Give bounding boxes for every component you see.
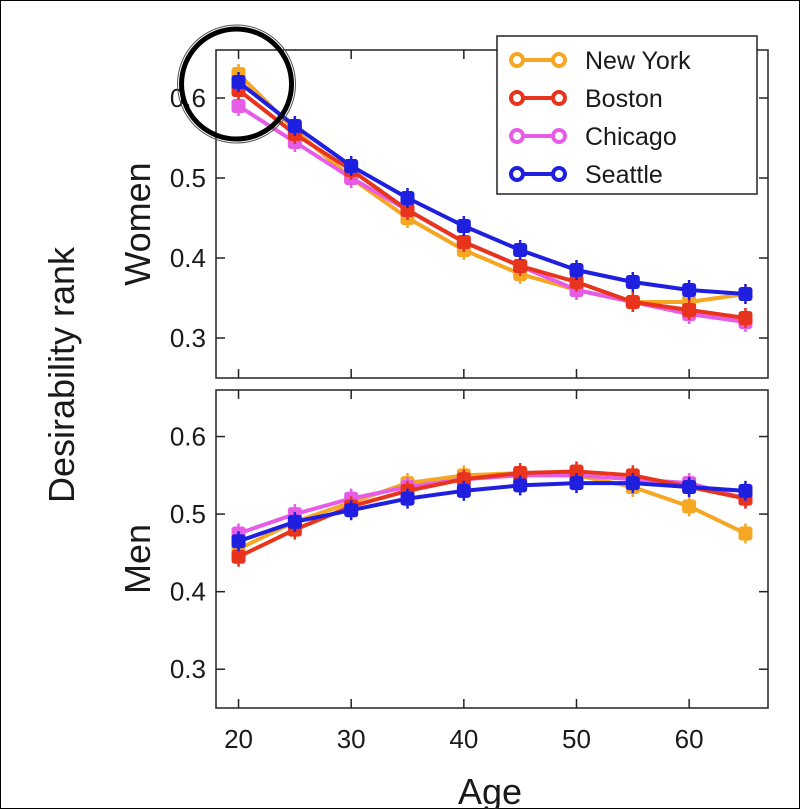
data-point (344, 503, 359, 518)
data-point (625, 476, 640, 491)
data-point (513, 465, 528, 480)
legend-label: New York (585, 47, 691, 75)
data-point (738, 287, 753, 301)
y-tick-label: 0.3 (170, 323, 206, 353)
x-tick-label: 30 (337, 724, 366, 754)
x-tick-label: 60 (675, 724, 704, 754)
x-tick-label: 20 (224, 724, 253, 754)
data-point (569, 464, 584, 479)
legend-swatch-marker (509, 90, 525, 106)
data-point (738, 483, 753, 498)
x-tick-label: 40 (449, 724, 478, 754)
data-point (569, 476, 584, 491)
data-point (456, 235, 471, 249)
panel-label-women: Women (117, 162, 158, 285)
data-point (625, 275, 640, 289)
legend-label: Seattle (585, 161, 663, 189)
data-point (738, 526, 753, 541)
y-tick-label: 0.5 (170, 499, 206, 529)
legend-label: Boston (585, 85, 663, 113)
data-point (400, 203, 415, 217)
legend-box (496, 35, 758, 195)
data-point (682, 499, 697, 514)
data-point (344, 159, 359, 173)
data-point (400, 191, 415, 205)
annotation-circle-outer (177, 24, 297, 144)
panel-frame-women (215, 49, 769, 379)
data-point (625, 295, 640, 309)
data-point (569, 275, 584, 289)
y-tick-label: 0.4 (170, 243, 206, 273)
legend-swatch-marker (551, 166, 567, 182)
data-point (456, 483, 471, 498)
data-point (231, 99, 246, 113)
legend-label: Chicago (585, 123, 677, 151)
legend-swatch-marker (551, 128, 567, 144)
data-point (738, 311, 753, 325)
data-point (456, 219, 471, 233)
data-point (569, 263, 584, 277)
legend-swatch-marker (509, 52, 525, 68)
legend-swatch-marker (551, 90, 567, 106)
data-point (231, 534, 246, 549)
x-tick-label: 50 (562, 724, 591, 754)
series-line-boston (237, 88, 746, 320)
y-tick-label: 0.3 (170, 654, 206, 684)
legend-swatch-marker (509, 166, 525, 182)
data-point (682, 479, 697, 494)
data-point (513, 478, 528, 493)
y-axis-title: Desirability rank (41, 246, 82, 503)
annotation-circle (179, 26, 295, 142)
data-point (400, 491, 415, 506)
data-point (682, 303, 697, 317)
data-point (513, 243, 528, 257)
data-point (682, 283, 697, 297)
data-point (231, 75, 246, 89)
y-tick-label: 0.6 (170, 422, 206, 452)
data-point (287, 119, 302, 133)
y-tick-label: 0.5 (170, 163, 206, 193)
panel-label-men: Men (117, 524, 158, 594)
legend-swatch-marker (551, 52, 567, 68)
y-tick-label: 0.4 (170, 577, 206, 607)
data-point (287, 514, 302, 529)
data-point (456, 472, 471, 487)
panel-frame-men (215, 389, 769, 709)
legend-swatch-marker (509, 128, 525, 144)
x-axis-title: Age (458, 771, 522, 809)
series-line-seattle (237, 481, 746, 544)
series-line-seattle (237, 80, 746, 296)
data-point (231, 549, 246, 564)
data-point (513, 259, 528, 273)
